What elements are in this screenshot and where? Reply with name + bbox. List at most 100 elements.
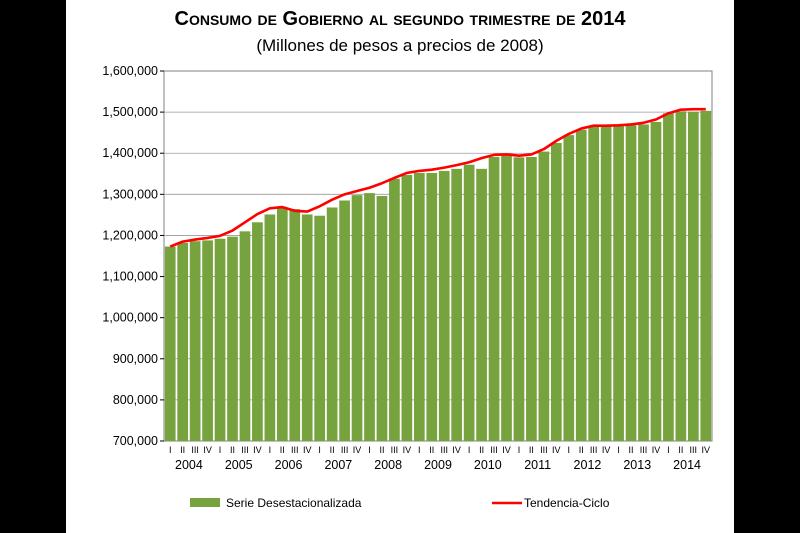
quarter-label: IV — [203, 445, 212, 455]
bar — [638, 124, 649, 441]
quarter-label: I — [568, 445, 571, 455]
chart-panel: Consumo de Gobierno al segundo trimestre… — [66, 0, 734, 533]
quarter-label: I — [219, 445, 222, 455]
bar — [588, 126, 600, 441]
quarter-label: IV — [303, 445, 312, 455]
quarter-label: II — [230, 445, 235, 455]
bar — [563, 135, 575, 441]
bar — [364, 193, 375, 441]
quarter-label: I — [169, 445, 172, 455]
quarter-label: I — [368, 445, 371, 455]
legend-label-serie: Serie Desestacionalizada — [226, 496, 362, 510]
bar — [687, 111, 699, 441]
y-tick-label: 1,400,000 — [102, 146, 158, 160]
bar — [575, 129, 587, 442]
bar — [625, 125, 637, 442]
bar — [513, 157, 525, 442]
bar — [376, 195, 388, 441]
bar-line-chart: 700,000 800,000 900,000 1,000,000 1,100,000 1… — [102, 64, 713, 510]
bar — [600, 125, 612, 441]
year-label: 2012 — [574, 458, 602, 472]
y-tick-label: 1,000,000 — [102, 311, 158, 325]
quarter-label: III — [590, 445, 598, 455]
bar — [476, 168, 487, 441]
bar — [339, 200, 350, 441]
bar — [675, 111, 687, 442]
bar — [613, 126, 624, 441]
bar — [538, 151, 550, 442]
y-tick-label: 1,300,000 — [102, 187, 158, 201]
quarter-label: III — [690, 445, 698, 455]
bar — [214, 238, 226, 441]
quarter-label: IV — [253, 445, 262, 455]
bar — [351, 195, 363, 441]
bar — [289, 209, 301, 441]
quarter-label: III — [191, 445, 199, 455]
quarter-label: III — [490, 445, 498, 455]
bar — [301, 214, 313, 441]
year-label: 2006 — [275, 458, 303, 472]
bar — [413, 172, 425, 441]
bar — [239, 231, 251, 441]
bar — [189, 241, 201, 441]
y-tick-label: 1,200,000 — [102, 228, 158, 242]
year-label: 2004 — [175, 458, 203, 472]
chart-title: Consumo de Gobierno al segundo trimestre… — [174, 8, 626, 30]
quarter-label: II — [280, 445, 285, 455]
bar — [264, 214, 276, 441]
quarter-label: I — [418, 445, 421, 455]
bar — [663, 113, 674, 441]
bar — [401, 175, 413, 441]
bar — [326, 207, 338, 441]
bar — [451, 168, 463, 441]
quarter-label: III — [540, 445, 548, 455]
quarter-label: IV — [702, 445, 711, 455]
bar — [164, 246, 176, 441]
trend-line — [169, 107, 706, 248]
quarter-label: IV — [502, 445, 511, 455]
year-label: 2014 — [673, 458, 701, 472]
legend-bar-swatch — [190, 498, 220, 507]
quarter-label: IV — [452, 445, 461, 455]
bar — [550, 142, 562, 441]
y-tick-label: 1,500,000 — [102, 105, 158, 119]
quarter-label: IV — [552, 445, 561, 455]
year-label: 2011 — [524, 458, 551, 472]
y-tick-label: 900,000 — [113, 352, 158, 366]
quarter-label: II — [579, 445, 584, 455]
y-tick-label: 700,000 — [113, 434, 158, 448]
quarter-label: III — [640, 445, 648, 455]
quarter-label: I — [468, 445, 471, 455]
bar — [488, 156, 500, 441]
quarter-label: II — [429, 445, 434, 455]
quarter-label: II — [678, 445, 683, 455]
quarter-label: II — [479, 445, 484, 455]
quarter-label: III — [440, 445, 448, 455]
year-label: 2005 — [225, 458, 253, 472]
year-label: 2010 — [474, 458, 502, 472]
bar — [389, 178, 400, 441]
year-label: 2007 — [324, 458, 352, 472]
bar — [276, 207, 288, 441]
quarter-label: III — [391, 445, 399, 455]
bar — [438, 170, 450, 441]
chart-subtitle: (Millones de pesos a precios de 2008) — [256, 36, 544, 55]
bar — [700, 110, 712, 441]
bar — [202, 240, 213, 441]
bar — [650, 121, 662, 441]
legend-label-tendencia: Tendencia-Ciclo — [524, 496, 610, 510]
quarter-label: I — [518, 445, 521, 455]
bar — [227, 236, 238, 441]
quarter-label: II — [379, 445, 384, 455]
quarter-label: II — [629, 445, 634, 455]
y-tick-label: 1,600,000 — [102, 64, 158, 78]
quarter-label: III — [341, 445, 349, 455]
year-label: 2013 — [623, 458, 651, 472]
quarter-label: I — [617, 445, 620, 455]
bar — [526, 156, 537, 441]
quarter-label: III — [241, 445, 249, 455]
y-tick-label: 800,000 — [113, 393, 158, 407]
quarter-label: II — [180, 445, 185, 455]
bar — [426, 172, 438, 441]
bar — [252, 222, 263, 441]
